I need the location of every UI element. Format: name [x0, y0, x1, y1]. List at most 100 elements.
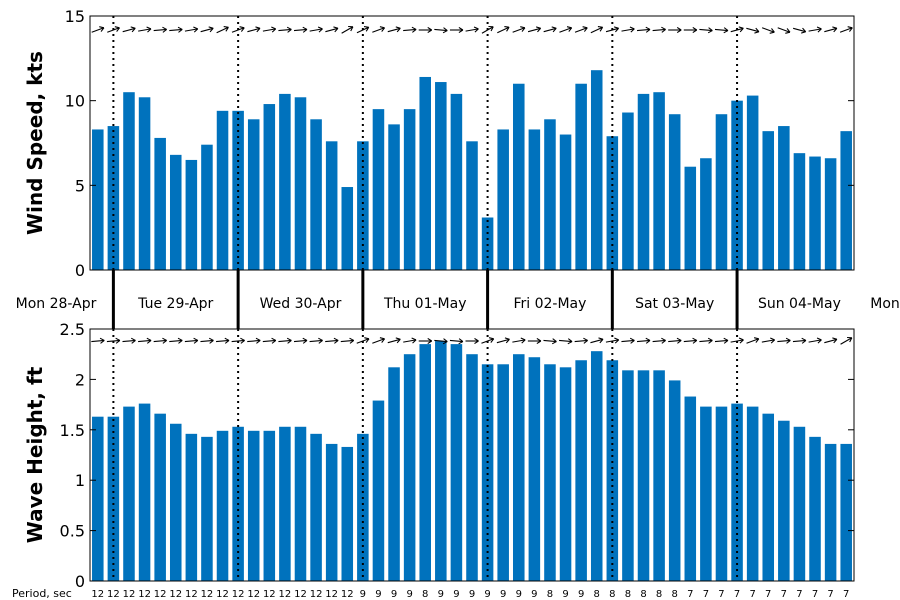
wave-bar	[357, 433, 369, 581]
wave-y-ticks: 0 0.5 1 1.5 2 2.5	[60, 320, 854, 591]
period-value: 12	[279, 589, 292, 600]
wave-bar	[528, 357, 541, 581]
period-value: 9	[453, 589, 459, 600]
wave-direction-arrow	[621, 337, 635, 344]
wind-direction-arrow	[683, 26, 698, 34]
day-label-band: Mon 28-Apr Tue 29-Apr Wed 30-Apr Thu 01-May…	[16, 270, 900, 329]
wind-bar	[544, 119, 556, 270]
wind-direction-arrow	[184, 26, 199, 33]
wind-direction-arrow	[793, 27, 807, 34]
day-label: Fri 02-May	[513, 296, 586, 312]
wind-bar	[263, 104, 276, 270]
wave-direction-arrow	[293, 337, 308, 344]
wind-bar	[325, 141, 338, 270]
wave-direction-arrow	[91, 337, 105, 344]
wave-direction-arrow	[418, 337, 433, 345]
wind-bar	[310, 119, 322, 270]
period-value: 9	[516, 589, 522, 600]
wind-direction-arrow	[309, 26, 323, 33]
wave-direction-arrow	[122, 337, 136, 344]
wave-y-axis-label: Wave Height, ft	[23, 366, 47, 543]
wave-direction-arrow	[496, 337, 510, 344]
wave-bar	[637, 370, 650, 581]
wave-direction-arrow	[636, 337, 651, 344]
wind-bar	[341, 187, 354, 270]
wind-bar	[793, 153, 806, 270]
period-value: 7	[765, 589, 771, 600]
day-label: Tue 29-Apr	[137, 296, 213, 312]
period-value: 12	[247, 589, 260, 600]
wind-direction-arrow	[107, 26, 120, 33]
wind-bar	[590, 70, 603, 270]
period-value: 7	[703, 589, 709, 600]
wind-direction-arrow	[808, 26, 822, 33]
wave-direction-arrow	[543, 338, 557, 345]
wind-direction-arrow	[481, 25, 494, 34]
wave-bar	[123, 406, 135, 581]
wind-bar	[575, 83, 587, 270]
wave-bar	[575, 360, 587, 581]
wind-direction-arrow	[714, 27, 729, 34]
period-value: 8	[672, 589, 678, 600]
period-value: 7	[843, 589, 849, 600]
wave-bar	[216, 430, 229, 581]
wave-bar	[325, 443, 338, 581]
wind-y-tick-label: 10	[65, 92, 85, 111]
wind-direction-arrow	[512, 26, 526, 33]
wave-direction-arrow	[153, 337, 167, 344]
wind-bar	[528, 129, 541, 270]
wind-direction-arrow	[652, 26, 666, 33]
wind-bar	[778, 126, 790, 270]
wind-direction-arrow	[824, 26, 838, 33]
period-value: 12	[232, 589, 245, 600]
wave-bar	[746, 406, 759, 581]
wind-bar	[637, 93, 650, 270]
wind-direction-arrow	[605, 26, 620, 33]
period-value: 12	[169, 589, 182, 600]
wave-direction-arrow	[746, 337, 760, 344]
wind-bar	[481, 217, 494, 270]
wind-direction-arrow	[449, 26, 464, 34]
wave-direction-arrow	[387, 337, 401, 344]
period-value: 12	[325, 589, 338, 600]
wind-bar	[466, 141, 478, 270]
wave-bar	[201, 436, 213, 581]
wind-bar	[668, 114, 681, 270]
wave-bar	[809, 436, 821, 581]
wave-direction-arrow	[714, 337, 729, 344]
wind-direction-arrow	[621, 26, 635, 33]
wave-bar	[154, 413, 166, 581]
wave-bar	[544, 364, 556, 581]
wave-direction-arrow	[465, 337, 479, 345]
wind-direction-arrow	[761, 27, 775, 34]
wave-direction-arrow	[590, 337, 604, 344]
period-value: 12	[341, 589, 354, 600]
period-value: 7	[812, 589, 818, 600]
period-value: 7	[827, 589, 833, 600]
wave-y-tick-label: 1	[75, 471, 85, 490]
wind-bar	[201, 144, 213, 270]
wave-bar	[247, 430, 260, 581]
period-row-label: Period, sec	[12, 587, 72, 600]
wave-direction-arrow	[325, 337, 339, 344]
wave-direction-arrow	[652, 337, 666, 344]
wind-bar	[684, 166, 697, 270]
wind-y-tick-label: 0	[75, 261, 85, 280]
day-label: Thu 01-May	[383, 296, 467, 312]
wave-direction-arrows	[91, 336, 853, 345]
wave-bar	[435, 341, 447, 581]
wind-y-ticks: 0 5 10 15	[65, 7, 854, 280]
wind-y-axis-label: Wind Speed, kts	[23, 51, 47, 235]
wave-direction-arrow	[372, 337, 385, 344]
wind-direction-arrow	[746, 27, 760, 34]
period-value: 12	[107, 589, 120, 600]
wave-direction-arrow	[309, 337, 323, 344]
period-value: 12	[263, 589, 276, 600]
wave-bar	[185, 433, 198, 581]
wind-direction-arrow	[293, 26, 308, 33]
wave-direction-arrow	[792, 337, 807, 344]
wind-bar	[185, 159, 198, 270]
wind-direction-arrow	[325, 26, 339, 33]
wave-direction-arrow	[512, 337, 526, 344]
wave-direction-arrow	[403, 337, 417, 344]
